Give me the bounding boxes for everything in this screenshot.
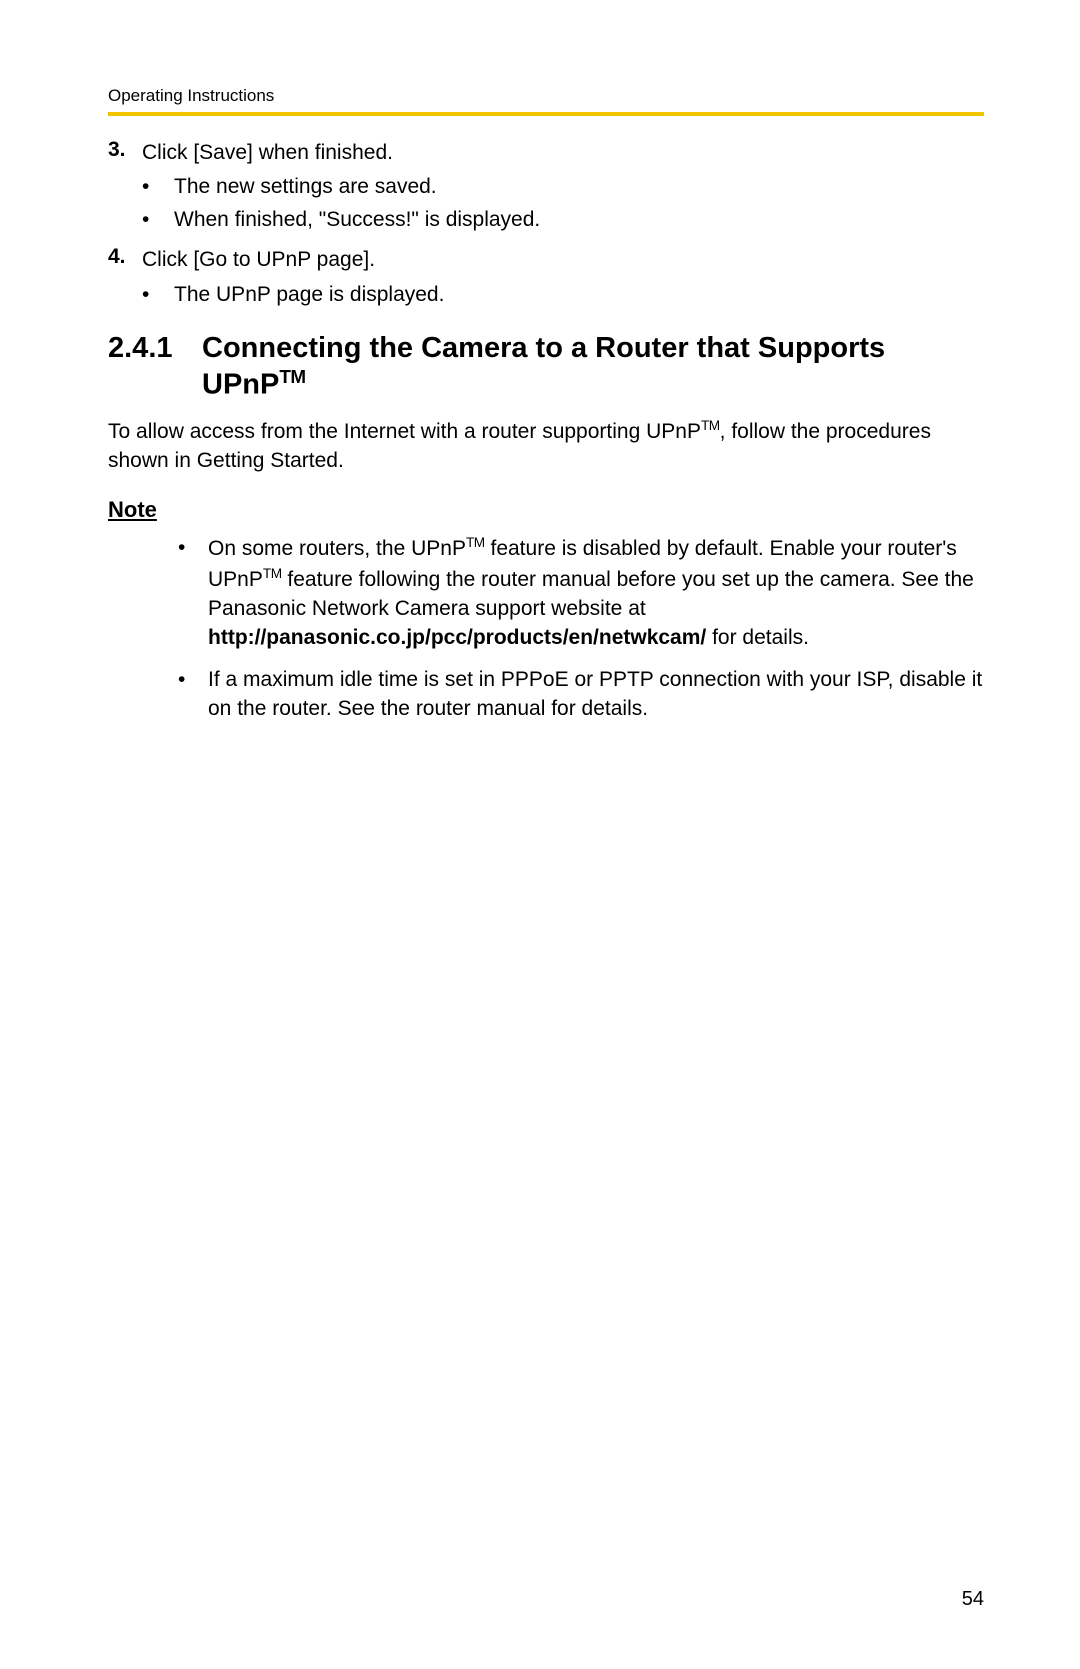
section-number: 2.4.1 [108,332,202,365]
step-4-subitems: • The UPnP page is displayed. [108,280,984,310]
sub-bullet: • The new settings are saved. [142,172,984,202]
bullet-dot: • [178,665,208,724]
trademark-symbol: TM [701,418,720,433]
note1-pre: On some routers, the UPnP [208,537,466,560]
bullet-dot: • [178,533,208,653]
bullet-dot: • [142,172,174,202]
step-number: 3. [108,138,142,168]
intro-paragraph: To allow access from the Internet with a… [108,416,984,476]
sub-bullet-text: The new settings are saved. [174,172,437,202]
note-bullet: • On some routers, the UPnPTM feature is… [178,533,984,653]
note1-post: for details. [706,626,809,649]
sub-bullet-text: The UPnP page is displayed. [174,280,444,310]
note1-mid2: feature following the router manual befo… [208,568,974,620]
sub-bullet: • The UPnP page is displayed. [142,280,984,310]
step-3-subitems: • The new settings are saved. • When fin… [108,172,984,235]
step-text: Click [Save] when finished. [142,138,393,168]
note-bullets: • On some routers, the UPnPTM feature is… [178,533,984,723]
step-3: 3. Click [Save] when finished. [108,138,984,168]
document-page: Operating Instructions 3. Click [Save] w… [0,0,1080,1669]
trademark-symbol: TM [263,566,282,581]
bullet-dot: • [142,205,174,235]
step-4: 4. Click [Go to UPnP page]. [108,245,984,275]
trademark-symbol: TM [279,366,305,387]
bullet-dot: • [142,280,174,310]
section-title: Connecting the Camera to a Router that S… [202,332,984,401]
note-bullet-text: If a maximum idle time is set in PPPoE o… [208,665,984,724]
note-bullet: • If a maximum idle time is set in PPPoE… [178,665,984,724]
note-bullet-text: On some routers, the UPnPTM feature is d… [208,533,984,653]
step-number: 4. [108,245,142,275]
note-label: Note [108,497,984,523]
page-number: 54 [962,1588,984,1611]
sub-bullet-text: When finished, "Success!" is displayed. [174,205,540,235]
step-text: Click [Go to UPnP page]. [142,245,375,275]
header-rule [108,112,984,116]
note1-url: http://panasonic.co.jp/pcc/products/en/n… [208,626,706,649]
section-heading: 2.4.1 Connecting the Camera to a Router … [108,332,984,401]
trademark-symbol: TM [466,535,485,550]
intro-pre: To allow access from the Internet with a… [108,420,701,443]
sub-bullet: • When finished, "Success!" is displayed… [142,205,984,235]
header-label: Operating Instructions [108,86,984,106]
